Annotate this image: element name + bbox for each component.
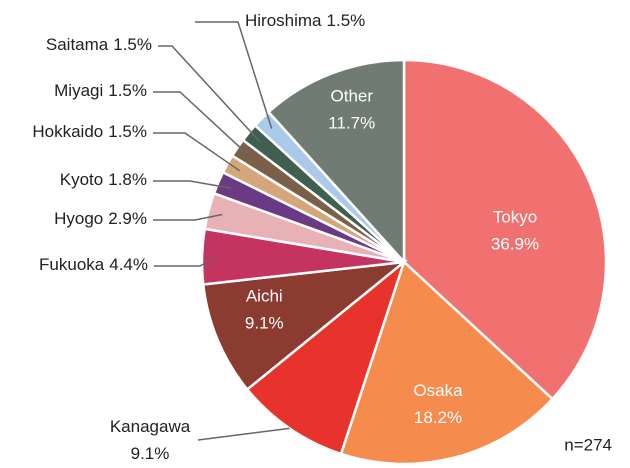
slice-label: Tokyo 36.9% (491, 208, 539, 254)
slice-name: Other (331, 87, 374, 106)
leader-line (197, 427, 290, 441)
slice-value: 9.1% (245, 314, 284, 333)
leader-line (153, 91, 250, 157)
pie-slice (402, 58, 608, 401)
slice-name: Kyoto (60, 170, 103, 189)
slice-name: Osaka (413, 381, 463, 400)
leader-line (158, 45, 261, 143)
leader-line (153, 213, 223, 221)
slice-value: 9.1% (131, 444, 170, 463)
slice-name: Miyagi (54, 81, 103, 100)
slice-label: Saitama 1.5% (46, 35, 152, 54)
slice-value: 1.5% (327, 11, 366, 30)
slice-name: Aichi (246, 287, 283, 306)
slice-name: Tokyo (493, 208, 537, 227)
slice-name: Saitama (46, 35, 109, 54)
leader-line (154, 256, 217, 267)
annotation: n=274 (564, 435, 612, 454)
slice-value: 1.5% (113, 35, 152, 54)
slice-label: Fukuoka 4.4% (39, 255, 148, 274)
slice-value: 1.8% (108, 170, 147, 189)
slice-label: Osaka 18.2% (413, 381, 463, 427)
pie-slice (266, 58, 406, 266)
slice-label: Kanagawa 9.1% (110, 417, 191, 463)
slice-name: Kanagawa (110, 417, 191, 436)
pie-slice (339, 259, 555, 466)
slice-label: Hiroshima 1.5% (245, 11, 365, 30)
slice-name: Hyogo (54, 209, 103, 228)
slice-label: Miyagi 1.5% (54, 81, 147, 100)
slice-label: Kyoto 1.8% (60, 170, 147, 189)
slice-value: 18.2% (414, 408, 462, 427)
pie-slice (201, 260, 409, 392)
slice-label: Hyogo 2.9% (54, 209, 147, 228)
slice-value: 4.4% (109, 255, 148, 274)
slice-value: 11.7% (328, 114, 375, 133)
slice-label: Hokkaido 1.5% (32, 122, 147, 141)
leader-line (153, 132, 241, 172)
slice-name: Fukuoka (39, 255, 105, 274)
pie-slice (245, 258, 407, 456)
slice-name: Hiroshima (245, 11, 322, 30)
leader-line (195, 21, 273, 129)
slice-name: Hokkaido (32, 122, 103, 141)
slice-value: 2.9% (108, 209, 147, 228)
slice-label: Aichi 9.1% (245, 287, 284, 333)
slice-value: 1.5% (108, 81, 147, 100)
slice-value: 1.5% (108, 122, 147, 141)
slice-label: Other 11.7% (328, 87, 375, 133)
slice-value: 36.9% (491, 235, 539, 254)
leader-line (153, 180, 232, 190)
